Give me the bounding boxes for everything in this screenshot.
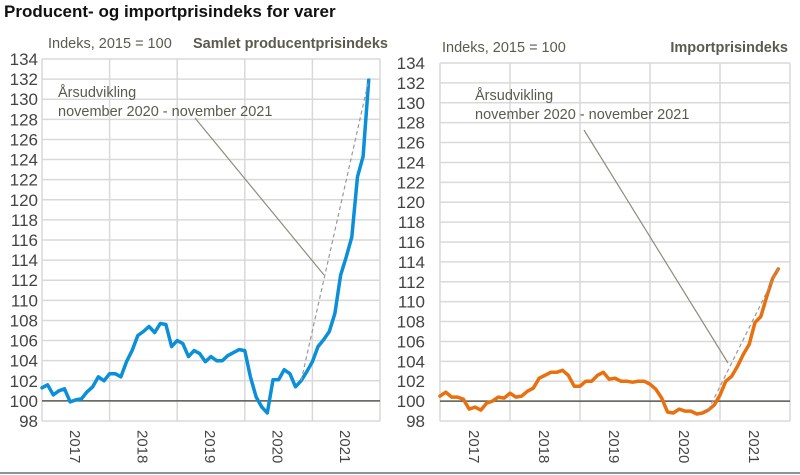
- annotation-line2: november 2020 - november 2021: [58, 104, 272, 120]
- y-tick-label: 128: [10, 110, 38, 129]
- y-tick-label: 106: [397, 332, 425, 351]
- y-tick-label: 102: [10, 372, 38, 391]
- y-tick-label: 104: [397, 352, 425, 371]
- y-tick-label: 134: [10, 50, 38, 69]
- annotation-leader-line: [194, 117, 325, 276]
- annotation-line1: Årsudvikling: [58, 84, 136, 101]
- x-tick-label: 2017: [66, 430, 83, 463]
- y-tick-label: 108: [10, 311, 38, 330]
- annual-change-dashed-line: [300, 79, 370, 381]
- x-tick-label: 2021: [745, 430, 762, 463]
- chart-producer: 9810010210410610811011211411611812012212…: [10, 36, 388, 463]
- y-tick-label: 106: [10, 332, 38, 351]
- y-tick-label: 124: [10, 151, 38, 170]
- y-tick-label: 98: [19, 412, 38, 431]
- y-tick-label: 130: [10, 90, 38, 109]
- x-tick-label: 2021: [336, 430, 353, 463]
- y-tick-label: 118: [11, 211, 38, 230]
- x-tick-label: 2019: [201, 430, 218, 463]
- y-tick-label: 116: [398, 233, 425, 252]
- y-tick-label: 112: [11, 271, 38, 290]
- annual-change-dashed-line: [707, 268, 779, 411]
- y-axis-label: Indeks, 2015 = 100: [48, 36, 172, 52]
- y-tick-label: 134: [397, 54, 425, 73]
- y-tick-label: 112: [398, 273, 425, 292]
- y-tick-label: 122: [397, 173, 425, 192]
- y-tick-label: 110: [11, 291, 38, 310]
- y-tick-label: 108: [397, 313, 425, 332]
- y-tick-label: 100: [397, 392, 425, 411]
- x-tick-label: 2020: [675, 430, 692, 463]
- y-tick-label: 116: [11, 231, 38, 250]
- y-tick-label: 126: [10, 130, 38, 149]
- annotation-line1: Årsudvikling: [475, 87, 553, 104]
- y-tick-label: 130: [397, 94, 425, 113]
- annotation-line2: november 2020 - november 2021: [475, 107, 689, 123]
- x-tick-label: 2017: [465, 430, 482, 463]
- y-tick-label: 98: [406, 412, 425, 431]
- y-tick-label: 132: [397, 74, 425, 93]
- y-tick-label: 118: [398, 213, 425, 232]
- y-tick-label: 120: [397, 193, 425, 212]
- y-tick-label: 126: [397, 134, 425, 153]
- y-tick-label: 100: [10, 392, 38, 411]
- chart-import: 9810010210410610811011211411611812012212…: [397, 40, 791, 463]
- annotation-leader-line: [583, 129, 729, 364]
- page-title: Producent- og importprisindeks for varer: [4, 2, 336, 21]
- y-tick-label: 114: [398, 253, 425, 272]
- bottom-divider: [0, 472, 800, 474]
- x-tick-label: 2018: [535, 430, 552, 463]
- y-tick-label: 132: [10, 70, 38, 89]
- x-tick-label: 2019: [605, 430, 622, 463]
- y-tick-label: 114: [11, 251, 38, 270]
- chart-title: Importprisindeks: [670, 40, 788, 56]
- y-tick-label: 120: [10, 191, 38, 210]
- y-tick-label: 122: [10, 171, 38, 190]
- y-tick-label: 102: [397, 372, 425, 391]
- y-tick-label: 124: [397, 153, 425, 172]
- x-tick-label: 2020: [269, 430, 286, 463]
- y-tick-label: 110: [398, 293, 425, 312]
- x-tick-label: 2018: [133, 430, 150, 463]
- y-tick-label: 128: [397, 114, 425, 133]
- chart-title: Samlet producentprisindeks: [193, 36, 388, 52]
- y-axis-label: Indeks, 2015 = 100: [442, 40, 566, 56]
- y-tick-label: 104: [10, 352, 38, 371]
